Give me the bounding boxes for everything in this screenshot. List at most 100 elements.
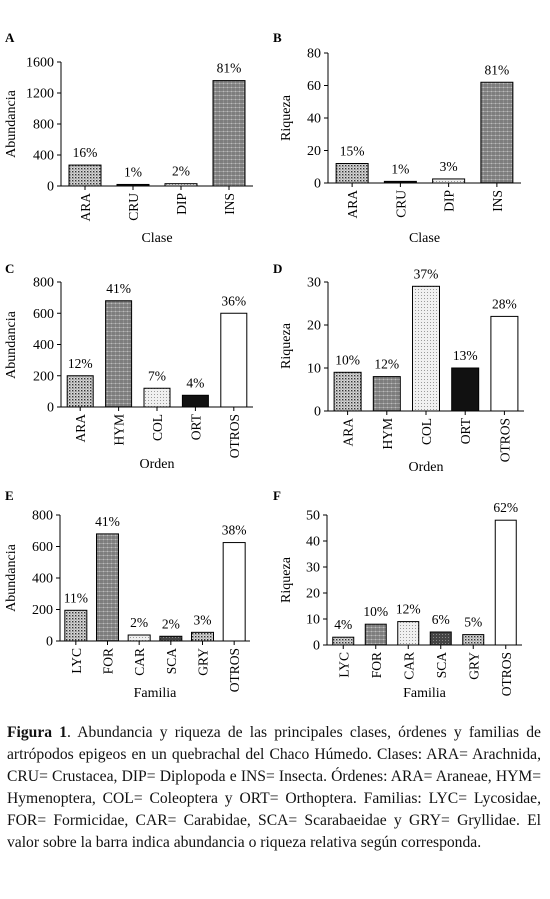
bar-value-label-c-0: 12% — [68, 356, 93, 371]
bar-f-1 — [364, 623, 387, 646]
bar-d-3 — [451, 367, 480, 412]
bar-value-label-c-1: 41% — [106, 281, 131, 296]
x-axis-title-c: Orden — [140, 457, 175, 472]
bar-d-0 — [333, 371, 362, 412]
y-axis-title-d: Riqueza — [279, 322, 294, 369]
x-tick-label-e-1: FOR — [101, 648, 116, 674]
bar-value-label-f-5: 62% — [493, 500, 518, 515]
chart-panel-f: F 0 10 20 30 40 50 Riqueza 4% LYC 10% FOR 12% CAR 6% SC… — [273, 488, 522, 701]
bar-b-0 — [335, 163, 369, 184]
y-tick-label-e: 0 — [46, 635, 53, 650]
bar-value-label-a-3: 81% — [217, 61, 242, 76]
y-tick-label-e: 600 — [32, 540, 53, 555]
y-tick-label-d: 10 — [307, 362, 321, 377]
bar-c-2 — [143, 387, 171, 408]
x-tick-label-c-1: HYM — [112, 414, 127, 446]
bar-value-label-a-2: 2% — [172, 164, 190, 179]
x-tick-label-f-2: CAR — [401, 652, 416, 680]
bar-value-label-c-3: 4% — [186, 375, 204, 390]
panel-tag-a: A — [5, 30, 15, 45]
bar-value-label-b-0: 15% — [340, 144, 365, 159]
bar-value-label-e-4: 3% — [194, 612, 212, 627]
bar-value-label-a-0: 16% — [73, 145, 98, 160]
y-tick-label-c: 400 — [33, 338, 54, 353]
x-tick-label-b-1: CRU — [393, 190, 408, 218]
x-tick-label-d-3: ORT — [458, 417, 473, 444]
y-tick-label-b: 0 — [314, 177, 321, 192]
chart-panel-c: C 0 200 400 600 800 Abundancia 12% ARA 41% HYM 7% CO… — [4, 261, 253, 472]
x-tick-label-a-1: CRU — [126, 193, 141, 221]
y-tick-label-f: 20 — [306, 587, 320, 602]
panel-tag-d: D — [273, 261, 282, 276]
x-tick-label-f-3: SCA — [434, 652, 449, 679]
bar-value-label-d-2: 37% — [414, 266, 439, 281]
bar-e-5 — [222, 542, 246, 642]
bar-value-label-e-3: 2% — [162, 616, 180, 631]
y-tick-label-d: 20 — [307, 319, 321, 334]
y-tick-label-e: 400 — [32, 572, 53, 587]
x-tick-label-a-2: DIP — [174, 193, 189, 215]
bar-value-label-e-2: 2% — [130, 615, 148, 630]
bar-value-label-e-0: 11% — [64, 590, 88, 605]
bar-f-4 — [462, 634, 485, 646]
x-tick-label-a-0: ARA — [78, 193, 93, 222]
x-tick-label-a-3: INS — [222, 193, 237, 215]
bar-f-0 — [332, 636, 355, 646]
bar-d-1 — [372, 376, 401, 412]
panel-tag-b: B — [273, 30, 282, 45]
bar-value-label-e-5: 38% — [222, 523, 247, 538]
bar-e-1 — [96, 533, 119, 642]
y-tick-label-c: 600 — [33, 307, 54, 322]
x-tick-label-b-0: ARA — [345, 190, 360, 219]
chart-panel-e: E 0 200 400 600 800 Abundancia 11% LYC 41% FOR 2% CA… — [4, 488, 250, 701]
y-axis-title-b: Riqueza — [279, 94, 294, 141]
y-axis-title-e: Abundancia — [4, 543, 19, 611]
bar-value-label-b-2: 3% — [440, 159, 458, 174]
x-tick-label-c-3: ORT — [188, 413, 203, 440]
bar-value-label-f-3: 6% — [432, 612, 450, 627]
y-tick-label-e: 200 — [32, 603, 53, 618]
x-tick-label-d-2: COL — [419, 418, 434, 445]
bar-value-label-d-4: 28% — [492, 296, 517, 311]
panel-tag-c: C — [5, 261, 14, 276]
y-tick-label-b: 60 — [307, 79, 321, 94]
bar-e-4 — [191, 631, 214, 642]
x-tick-label-b-3: INS — [490, 190, 505, 212]
y-tick-label-b: 20 — [307, 144, 321, 159]
bar-b-2 — [432, 178, 466, 184]
x-axis-title-f: Familia — [403, 686, 447, 701]
bar-b-3 — [480, 81, 514, 184]
y-tick-label-f: 30 — [306, 561, 320, 576]
x-tick-label-c-2: COL — [150, 414, 165, 441]
bar-value-label-e-1: 41% — [95, 514, 120, 529]
y-tick-label-a: 400 — [33, 149, 54, 164]
bar-e-0 — [64, 609, 88, 642]
panel-tag-e: E — [5, 488, 14, 503]
x-tick-label-e-5: OTROS — [227, 648, 242, 692]
bar-f-3 — [429, 631, 452, 646]
bar-c-0 — [66, 375, 94, 408]
chart-panel-d: D 0 10 20 30 Riqueza 10% ARA 12% HYM 37% COL 13% ORT 2… — [273, 261, 524, 475]
x-tick-label-c-0: ARA — [73, 414, 88, 443]
caption-text: . Abundancia y riqueza de las principale… — [7, 724, 541, 851]
bar-a-3 — [212, 80, 246, 187]
bar-c-3 — [181, 394, 209, 408]
bar-value-label-b-1: 1% — [391, 161, 409, 176]
figure-caption: Figura 1. Abundancia y riqueza de las pr… — [7, 722, 541, 854]
x-tick-label-e-0: LYC — [69, 648, 84, 674]
bar-e-2 — [127, 634, 151, 642]
bar-f-2 — [397, 621, 420, 646]
y-tick-label-c: 0 — [47, 401, 54, 416]
bar-value-label-d-3: 13% — [453, 348, 478, 363]
bar-value-label-c-2: 7% — [148, 368, 166, 383]
bar-value-label-f-2: 12% — [396, 602, 421, 617]
x-tick-label-f-0: LYC — [336, 652, 351, 678]
x-tick-label-e-3: SCA — [164, 648, 179, 675]
bar-e-3 — [159, 635, 183, 642]
y-tick-label-c: 200 — [33, 369, 54, 384]
chart-panel-b: B 0 20 40 60 80 Riqueza 15% ARA 1% CRU 3% DIP 81% INS C… — [273, 30, 521, 246]
bar-d-2 — [412, 285, 440, 412]
bar-b-1 — [383, 180, 417, 184]
bar-a-0 — [68, 164, 102, 187]
bar-a-2 — [164, 183, 198, 187]
